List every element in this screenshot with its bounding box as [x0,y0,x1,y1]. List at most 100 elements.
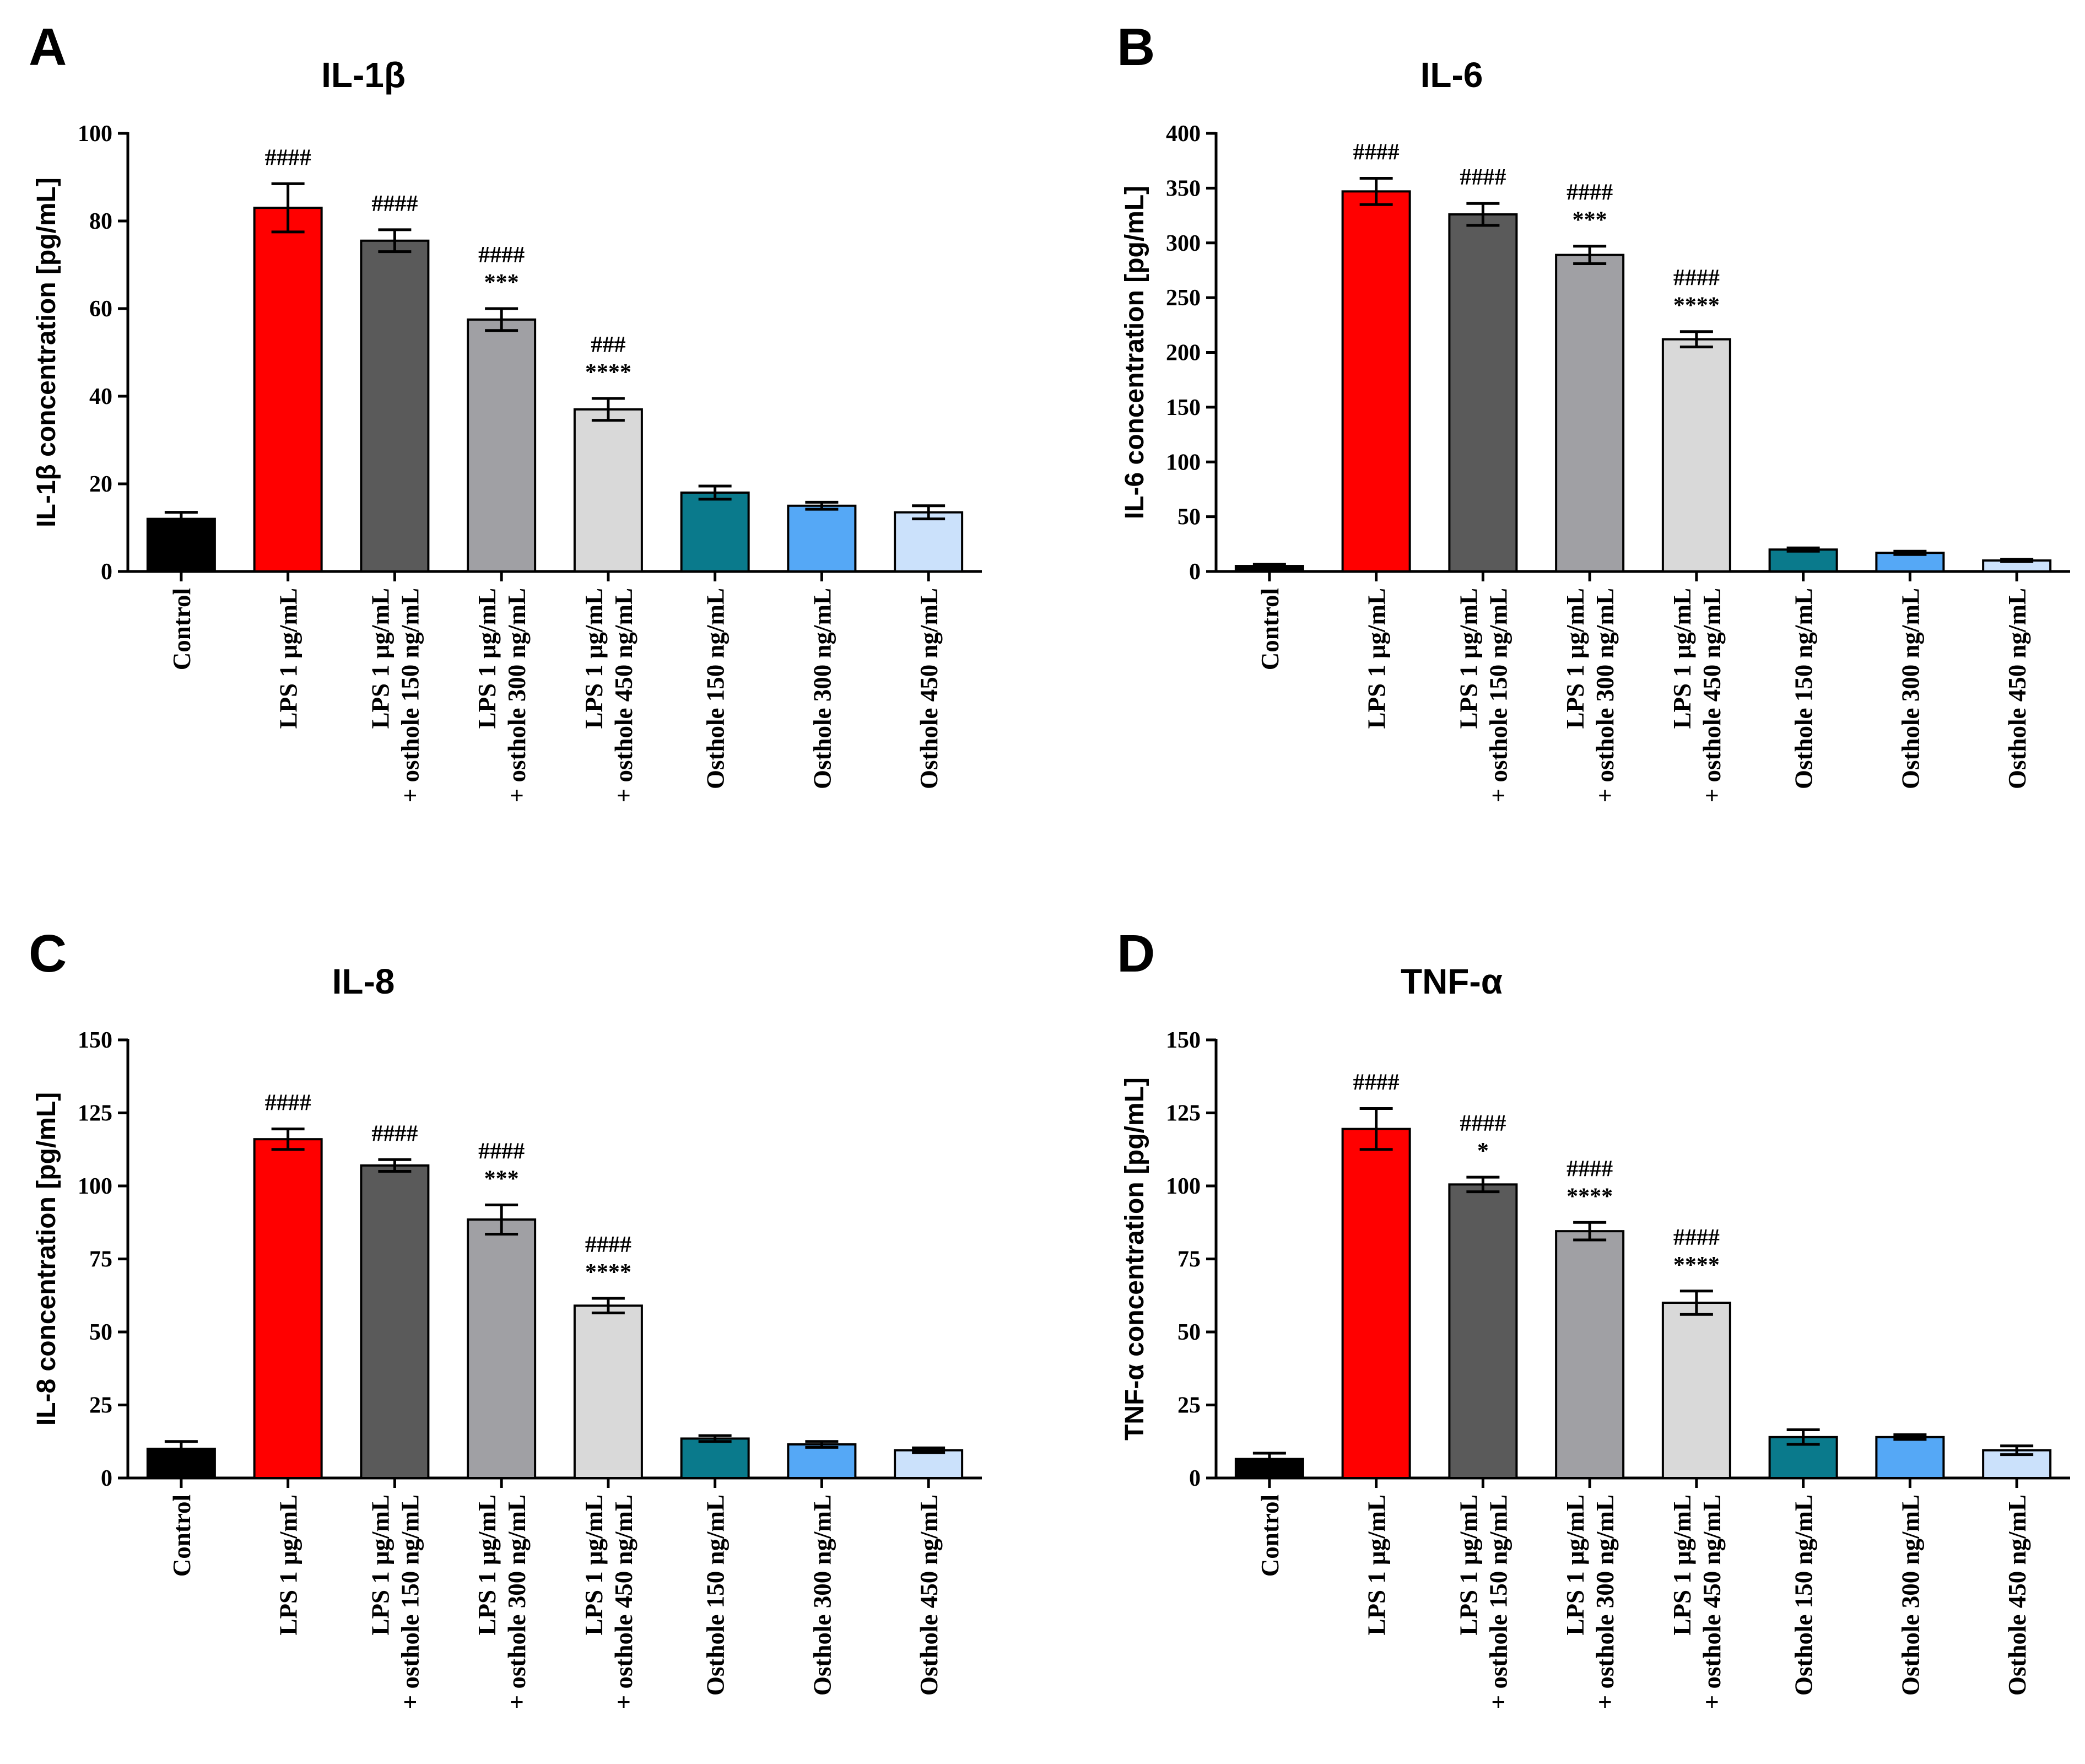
bar [253,207,323,573]
significance-label: #### [1673,1225,1720,1250]
bar [1875,552,1945,573]
category-label: Osthole 450 ng/mL [915,588,943,789]
significance-label: #### [1460,1111,1506,1136]
category-label: + osthole 300 ng/mL [1591,588,1619,802]
bar [1768,548,1838,573]
category-label: LPS 1 μg/mL [1562,1495,1589,1636]
category-label: Osthole 300 ng/mL [808,1495,836,1696]
y-tick-label: 100 [78,1174,112,1199]
significance-label: *** [1573,208,1607,233]
y-tick-label: 20 [89,472,112,497]
chart-title: IL-6 [1420,55,1483,95]
panel-letter: A [29,18,67,77]
y-axis-label: TNF-α concentration [pg/mL] [1120,1077,1149,1441]
category-label: Osthole 450 ng/mL [2003,588,2031,789]
y-tick-label: 0 [101,1466,112,1491]
category-label: Control [168,1495,196,1577]
bar [1555,253,1625,573]
category-label: Osthole 150 ng/mL [702,588,730,789]
category-label: Osthole 150 ng/mL [702,1495,730,1696]
y-tick-label: 150 [1166,1028,1201,1053]
category-label: LPS 1 μg/mL [1668,1495,1696,1636]
significance-label: *** [484,270,519,295]
significance-label: #### [1460,165,1506,190]
significance-label: **** [585,1260,631,1285]
category-label: LPS 1 μg/mL [1668,588,1696,729]
category-label: Osthole 300 ng/mL [808,588,836,789]
y-tick-label: 60 [89,296,112,322]
bar [680,1437,750,1480]
y-tick-label: 100 [78,121,112,147]
y-tick-label: 0 [1189,559,1201,585]
significance-label: #### [265,1091,311,1116]
category-label: LPS 1 μg/mL [1455,588,1482,729]
bar [146,517,216,573]
bar [467,318,537,573]
bar [894,1449,964,1480]
category-label: LPS 1 μg/mL [580,1495,608,1636]
y-tick-label: 125 [78,1101,112,1126]
y-tick-label: 25 [89,1393,112,1418]
category-label: LPS 1 μg/mL [366,588,394,729]
y-tick-label: 25 [1177,1393,1201,1418]
significance-label: #### [1567,180,1613,206]
bar [787,1443,857,1479]
category-label: Control [168,588,196,670]
category-label: Osthole 150 ng/mL [1790,1495,1818,1696]
category-label: LPS 1 μg/mL [580,588,608,729]
category-label: LPS 1 μg/mL [1363,1495,1391,1636]
bar [1341,190,1411,573]
category-label: Osthole 150 ng/mL [1790,588,1818,789]
category-label: Osthole 450 ng/mL [2003,1495,2031,1696]
category-label: LPS 1 μg/mL [1562,588,1589,729]
category-label: LPS 1 μg/mL [275,588,303,729]
y-tick-label: 50 [1177,505,1201,530]
category-label: + osthole 150 ng/mL [396,1495,424,1709]
chart-panel: C IL-8 IL-8 concentration [pg/mL] 0 25 50 75 10… [29,924,982,1709]
y-tick-label: 0 [101,559,112,585]
bar [1448,1183,1518,1480]
y-axis-label: IL-8 concentration [pg/mL] [32,1092,61,1426]
panel-letter: B [1117,18,1155,77]
significance-label: #### [585,1232,631,1258]
bar [1448,213,1518,573]
bar [1982,1449,2052,1480]
y-tick-label: 80 [89,209,112,234]
significance-label: *** [484,1166,519,1191]
y-axis-label: IL-1β concentration [pg/mL] [32,177,61,527]
bar [1661,338,1731,573]
y-tick-label: 100 [1166,450,1201,475]
category-label: LPS 1 μg/mL [1455,1495,1482,1636]
chart-title: IL-8 [332,962,395,1001]
y-tick-label: 350 [1166,176,1201,201]
category-label: + osthole 450 ng/mL [1698,1495,1726,1709]
y-tick-label: 250 [1166,285,1201,311]
bar [360,239,430,573]
y-tick-label: 200 [1166,341,1201,366]
significance-label: #### [478,1139,525,1164]
chart-title: IL-1β [321,55,406,95]
significance-label: #### [265,145,311,170]
y-tick-label: 75 [89,1247,112,1272]
bar [360,1164,430,1479]
significance-label: **** [1567,1184,1613,1209]
bar [1555,1230,1625,1480]
bar [787,504,857,573]
category-label: + osthole 300 ng/mL [503,1495,531,1709]
category-label: + osthole 300 ng/mL [503,588,531,802]
category-label: Osthole 300 ng/mL [1897,588,1924,789]
significance-label: #### [371,1121,418,1146]
bar [573,1304,643,1479]
chart-title: TNF-α [1401,962,1503,1001]
category-label: + osthole 450 ng/mL [1698,588,1726,802]
chart-panel: B IL-6 IL-6 concentration [pg/mL] 0 50 100 150… [1117,18,2070,802]
category-label: + osthole 150 ng/mL [1484,588,1512,802]
significance-label: **** [585,360,631,385]
y-tick-label: 125 [1166,1101,1201,1126]
chart-panel: D TNF-α TNF-α concentration [pg/mL] 0 25 50 75… [1117,924,2070,1709]
category-label: Control [1256,1495,1284,1577]
bar [573,408,643,573]
category-label: + osthole 300 ng/mL [1591,1495,1619,1709]
y-axis-label: IL-6 concentration [pg/mL] [1120,186,1149,519]
